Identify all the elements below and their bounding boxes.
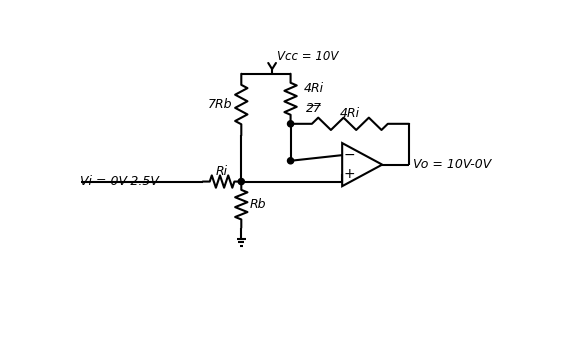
Text: ___: ___ (306, 96, 321, 106)
Text: Vo = 10V-0V: Vo = 10V-0V (413, 158, 491, 171)
Text: +: + (343, 167, 355, 181)
Text: Rb: Rb (250, 198, 267, 211)
Text: 27: 27 (306, 102, 321, 116)
Circle shape (287, 121, 294, 127)
Circle shape (238, 179, 244, 185)
Text: Ri: Ri (216, 165, 228, 178)
Text: 4Ri: 4Ri (304, 82, 324, 95)
Text: Vi = 0V-2.5V: Vi = 0V-2.5V (79, 175, 158, 188)
Text: 7Rb: 7Rb (209, 98, 233, 111)
Text: 4Ri: 4Ri (340, 107, 360, 120)
Text: −: − (343, 148, 355, 162)
Text: Vcc = 10V: Vcc = 10V (278, 50, 339, 63)
Circle shape (287, 158, 294, 164)
